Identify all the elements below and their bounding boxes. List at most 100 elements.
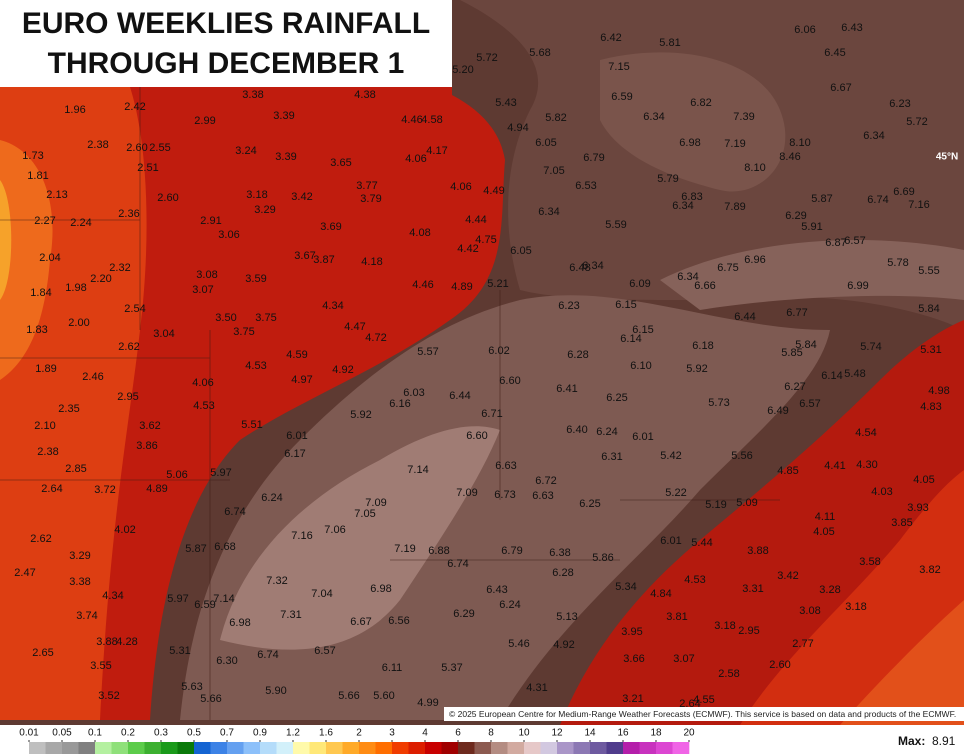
map-value-label: 6.74 xyxy=(257,649,278,661)
map-value-label: 4.89 xyxy=(146,483,167,495)
map-value-label: 4.94 xyxy=(507,122,528,134)
map-value-label: 6.15 xyxy=(615,299,636,311)
map-value-label: 1.84 xyxy=(30,287,51,299)
credit: © 2025 European Centre for Medium-Range … xyxy=(449,709,956,719)
map-value-label: 6.57 xyxy=(844,235,865,247)
map-value-label: 7.15 xyxy=(608,61,629,73)
map-value-label: 4.53 xyxy=(684,574,705,586)
map-value-label: 2.10 xyxy=(34,420,55,432)
map-value-label: 2.46 xyxy=(82,371,103,383)
map-value-label: 5.97 xyxy=(167,593,188,605)
map-value-label: 6.45 xyxy=(824,47,845,59)
colorbar-swatch xyxy=(639,742,657,754)
colorbar-swatch xyxy=(507,742,525,754)
map-value-label: 2.85 xyxy=(65,463,86,475)
map-value-label: 6.15 xyxy=(632,324,653,336)
colorbar-swatch xyxy=(491,742,508,754)
map-value-label: 4.06 xyxy=(405,153,426,165)
map-value-label: 4.34 xyxy=(102,590,123,602)
map-value-label: 4.34 xyxy=(322,300,343,312)
map-value-label: 6.31 xyxy=(601,451,622,463)
map-value-label: 2.38 xyxy=(87,139,108,151)
map-value-label: 3.50 xyxy=(215,312,236,324)
colorbar-swatch xyxy=(177,742,195,754)
map-value-label: 3.95 xyxy=(621,626,642,638)
colorbar-swatch xyxy=(309,742,327,754)
map-value-label: 5.51 xyxy=(241,419,262,431)
colorbar-label: 18 xyxy=(650,728,662,739)
map-value-label: 5.72 xyxy=(476,52,497,64)
map-value-label: 5.56 xyxy=(731,450,752,462)
colorbar-swatch xyxy=(458,742,475,754)
map-value-label: 6.63 xyxy=(532,490,553,502)
map-value-label: 4.58 xyxy=(421,114,442,126)
map-value-label: 5.86 xyxy=(592,552,613,564)
map-value-label: 6.06 xyxy=(794,24,815,36)
map-value-label: 5.66 xyxy=(200,693,221,705)
colorbar-label: 2 xyxy=(356,728,362,739)
map-value-label: 6.24 xyxy=(261,492,282,504)
map: 1.96 2.423.38 4.382.99 3.39 4.464.582.38 2.60… xyxy=(0,0,964,725)
colorbar-swatch xyxy=(194,742,211,754)
map-value-label: 6.34 xyxy=(643,111,664,123)
map-value-label: 5.37 xyxy=(441,662,462,674)
map-value-label: 2.95 xyxy=(117,391,138,403)
map-value-label: 2.64 xyxy=(679,698,700,710)
map-value-label: 6.23 xyxy=(889,98,910,110)
colorbar-label: 4 xyxy=(422,728,428,739)
map-value-label: 4.84 xyxy=(650,588,671,600)
map-value-label: 5.92 xyxy=(686,363,707,375)
map-value-label: 3.39 xyxy=(273,110,294,122)
colorbar-label: 0.2 xyxy=(121,728,135,739)
map-value-label: 3.29 xyxy=(254,204,275,216)
map-value-label: 2.62 xyxy=(30,533,51,545)
map-value-label: 7.89 xyxy=(724,201,745,213)
colorbar-swatch xyxy=(392,742,409,754)
map-value-label: 6.68 xyxy=(214,541,235,553)
map-value-label: 6.10 xyxy=(630,360,651,372)
map-value-label: 4.41 xyxy=(824,460,845,472)
map-value-label: 4.11 xyxy=(815,511,836,523)
map-value-label: 6.79 xyxy=(583,152,604,164)
map-value-label: 4.46 xyxy=(412,279,433,291)
map-value-label: 3.74 xyxy=(76,610,97,622)
colorbar-swatch xyxy=(243,742,261,754)
map-value-label: 4.17 xyxy=(426,145,447,157)
map-value-label: 3.18 xyxy=(714,620,735,632)
map-value-label: 6.34 xyxy=(538,206,559,218)
map-value-label: 2.00 xyxy=(68,317,89,329)
map-value-label: 3.39 xyxy=(275,151,296,163)
colorbar-label: 8 xyxy=(488,728,494,739)
map-value-label: 6.82 xyxy=(690,97,711,109)
colorbar-label: 0.9 xyxy=(253,728,267,739)
map-value-label: 2.51 xyxy=(137,162,158,174)
colorbar-swatch xyxy=(111,742,129,754)
map-value-label: 5.92 xyxy=(350,409,371,421)
map-value-label: 1.89 xyxy=(35,363,56,375)
map-value-label: 6.34 xyxy=(672,200,693,212)
map-value-label: 4.53 xyxy=(245,360,266,372)
map-value-label: 5.42 xyxy=(660,450,681,462)
title-line: THROUGH DECEMBER 1 xyxy=(48,47,405,80)
map-value-label: 7.14 xyxy=(407,464,428,476)
map-value-label: 5.87 xyxy=(185,543,206,555)
map-value-label: 3.67 xyxy=(294,250,315,262)
colorbar: 0.01 0.05 0.1 0.2 0.3 0.5 0.7 0.9 1.2 1.6 2 3 4 6 8 10 1… xyxy=(19,728,695,754)
map-value-label: 6.02 xyxy=(488,345,509,357)
map-value-label: 3.24 xyxy=(235,145,256,157)
map-value-label: 2.47 xyxy=(14,567,35,579)
map-value-label: 6.28 xyxy=(567,349,588,361)
map-value-label: 2.77 xyxy=(792,638,813,650)
map-value-label: 5.97 xyxy=(210,467,231,479)
colorbar-label: 1.6 xyxy=(319,728,333,739)
map-value-label: 2.04 xyxy=(39,252,60,264)
map-value-label: 6.79 xyxy=(501,545,522,557)
map-value-label: 4.03 xyxy=(871,486,892,498)
map-value-label: 5.85 xyxy=(781,347,802,359)
map-value-label: 4.53 xyxy=(193,400,214,412)
map-value-label: 4.75 xyxy=(475,234,496,246)
colorbar-swatch xyxy=(161,742,178,754)
map-value-label: 4.06 xyxy=(450,181,471,193)
west-light xyxy=(0,140,53,380)
map-value-label: 4.46 xyxy=(401,114,422,126)
